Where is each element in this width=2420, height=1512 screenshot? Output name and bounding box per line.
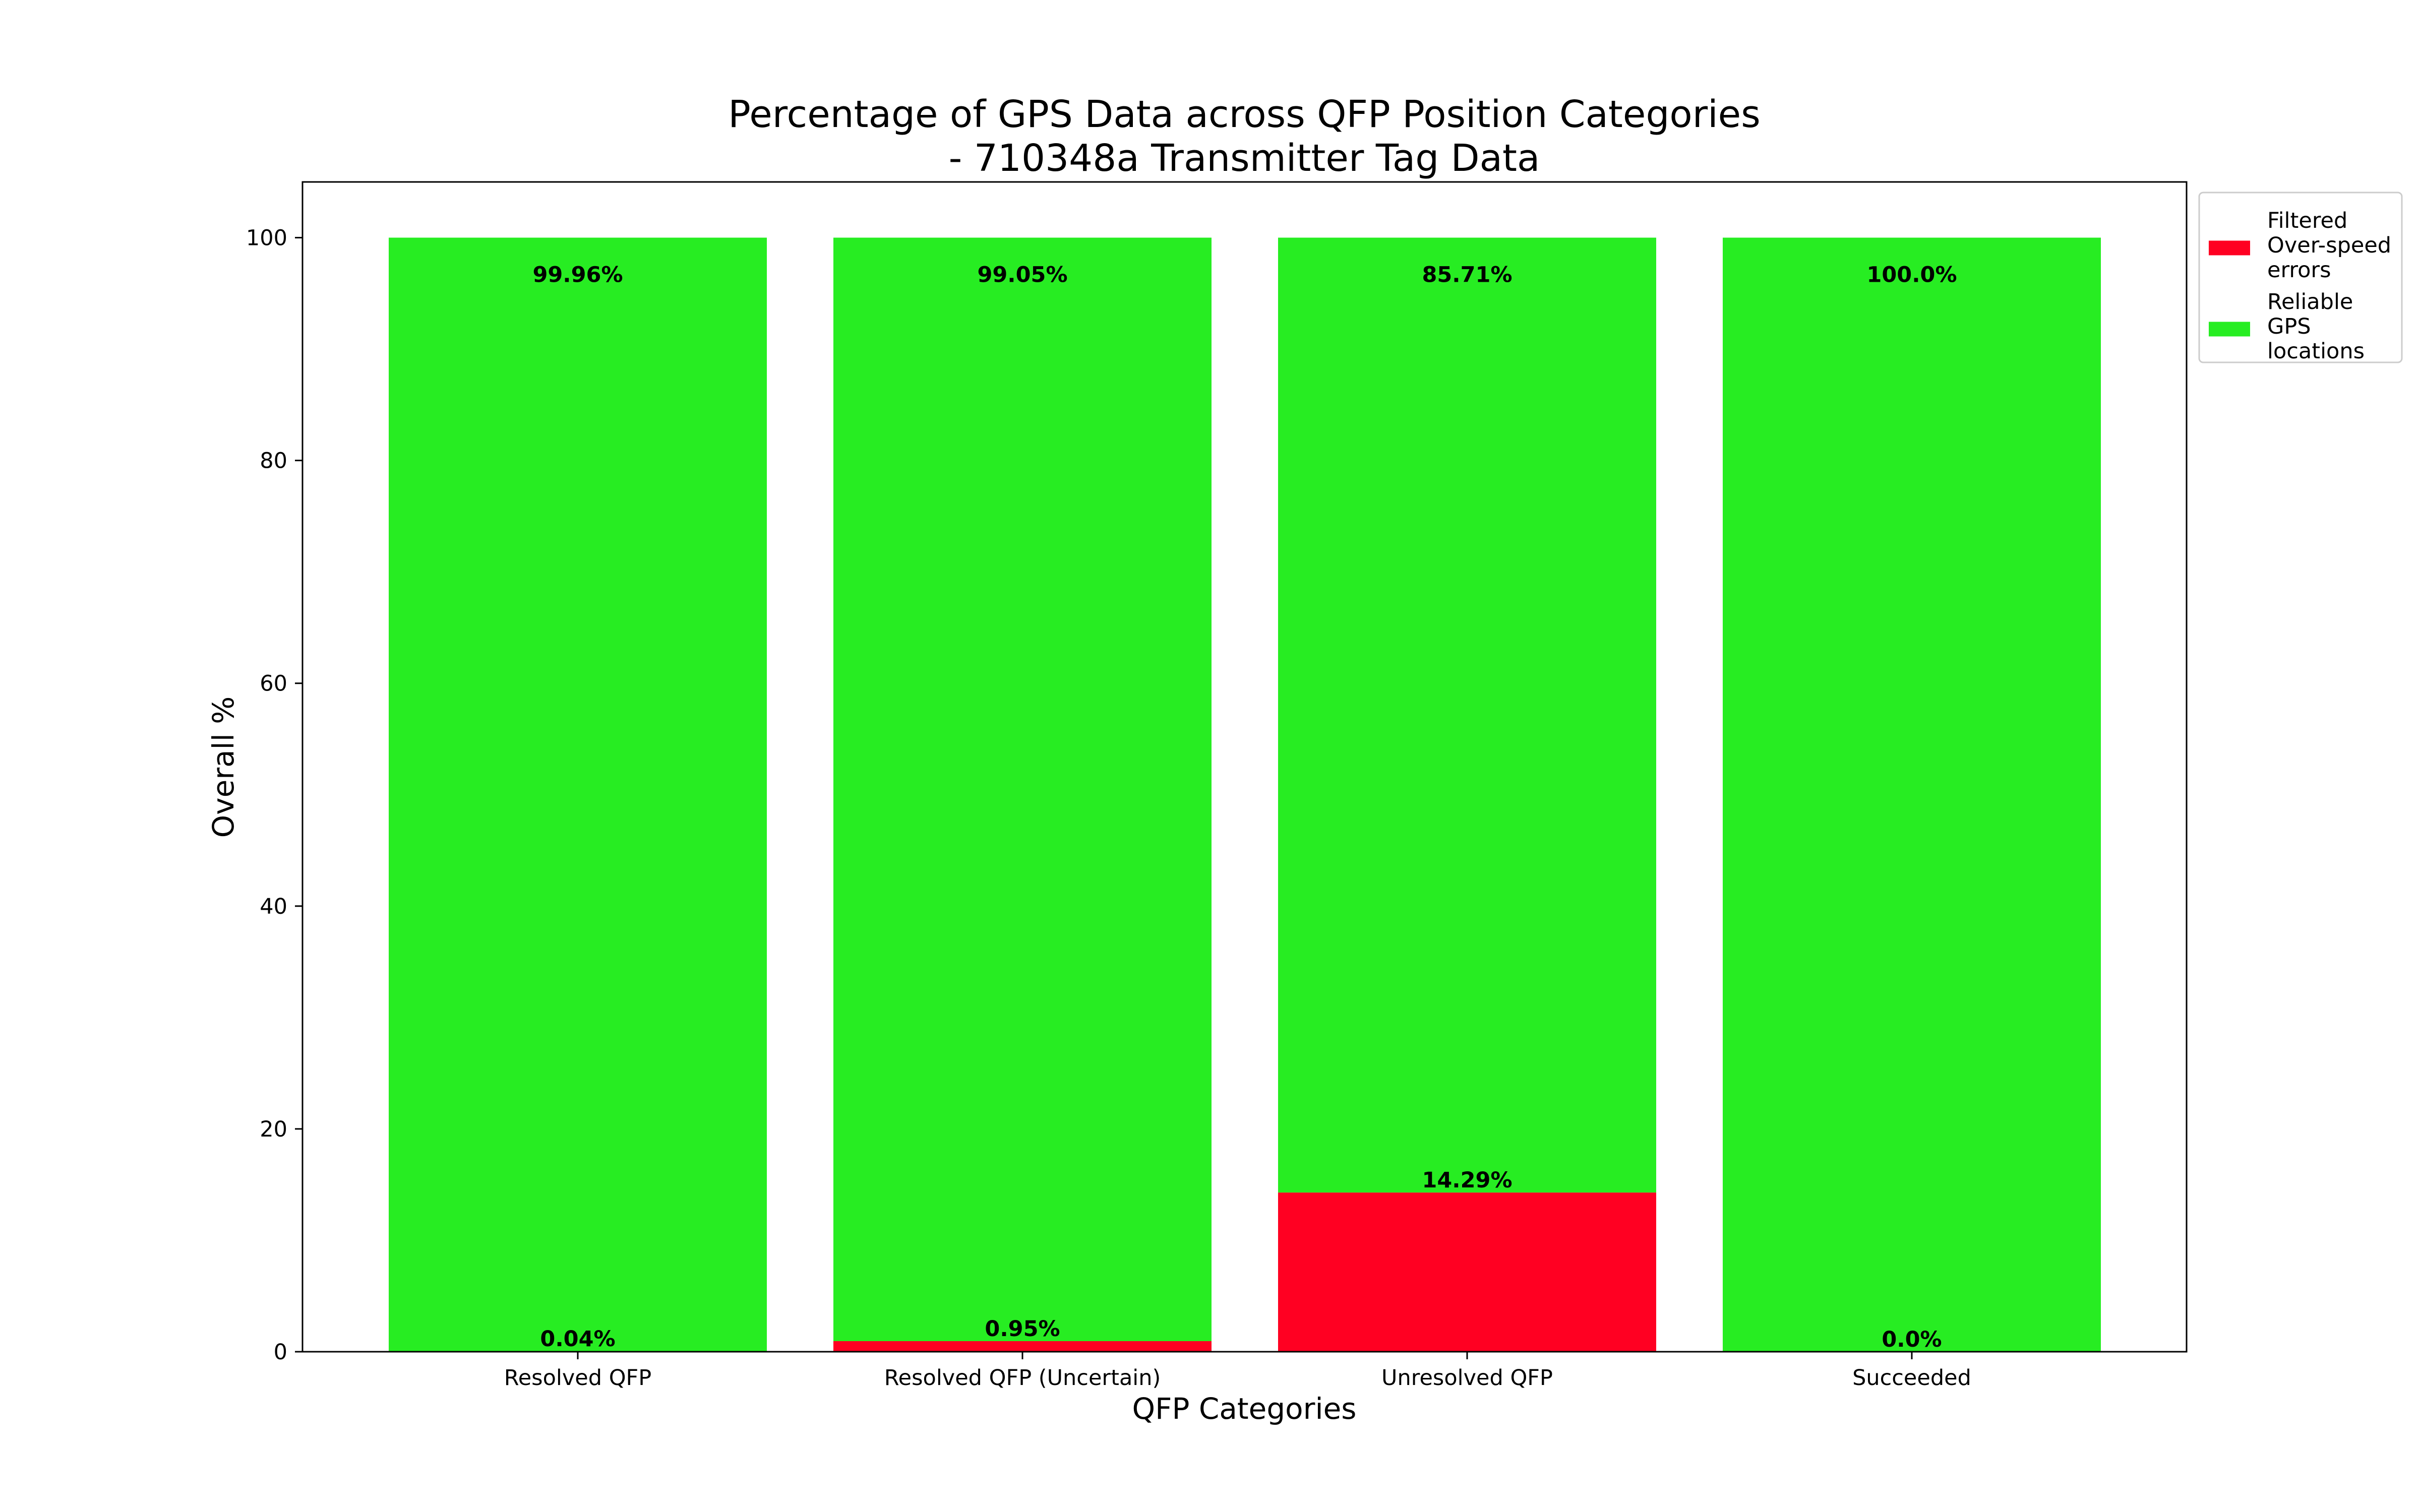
legend-label-reliable: Reliable	[2267, 289, 2353, 314]
chart-title: Percentage of GPS Data across QFP Positi…	[728, 93, 1761, 180]
x-tick-label: Succeeded	[1852, 1365, 1971, 1391]
data-label-over-speed: 0.0%	[1882, 1327, 1942, 1352]
y-tick-label: 80	[260, 449, 287, 474]
legend-label-over-speed: errors	[2267, 258, 2331, 283]
bar-segment-reliable	[1723, 237, 2101, 1352]
y-tick-label: 40	[260, 894, 287, 919]
data-label-reliable: 100.0%	[1866, 263, 1957, 288]
bar-segment-reliable	[1278, 237, 1656, 1193]
y-tick-label: 60	[260, 671, 287, 697]
y-axis-label: Overall %	[206, 697, 240, 838]
y-axis: 0 20 40 60 80 100	[246, 226, 302, 1365]
bar-segment-over-speed	[1278, 1192, 1656, 1352]
plot-frame	[301, 181, 2188, 1353]
bar-segment-reliable	[389, 237, 767, 1352]
legend-label-over-speed: Over-speed	[2267, 233, 2391, 258]
legend-box	[2198, 192, 2403, 363]
x-axis: Resolved QFP Resolved QFP (Uncertain) Unre…	[504, 1352, 1971, 1391]
bar-segment-over-speed	[833, 1341, 1212, 1352]
y-tick-label: 0	[274, 1340, 287, 1365]
y-tick-label: 100	[246, 226, 287, 251]
data-labels: 0.04% 99.96% 0.95% 99.05% 14.29% 85.71% 0.0% 10…	[532, 263, 1957, 1352]
data-label-over-speed: 0.95%	[985, 1316, 1060, 1342]
y-tick-label: 20	[260, 1117, 287, 1142]
chart-title-line: - 710348a Transmitter Tag Data	[949, 137, 1540, 180]
data-label-reliable: 85.71%	[1422, 263, 1512, 288]
legend-swatch-reliable	[2209, 322, 2250, 337]
bars-layer	[389, 237, 2101, 1352]
data-label-reliable: 99.96%	[532, 263, 623, 288]
chart-title-line: Percentage of GPS Data across QFP Positi…	[728, 93, 1761, 136]
legend-label-over-speed: Filtered	[2267, 208, 2347, 233]
legend-label-reliable: locations	[2267, 339, 2365, 364]
legend-swatch-over-speed	[2209, 240, 2250, 256]
bar-segment-reliable	[833, 237, 1212, 1342]
x-axis-label: QFP Categories	[1132, 1392, 1356, 1426]
legend-label-reliable: GPS	[2267, 314, 2311, 339]
data-label-over-speed: 0.04%	[540, 1327, 615, 1352]
x-tick-label: Resolved QFP (Uncertain)	[884, 1365, 1161, 1391]
x-tick-label: Unresolved QFP	[1381, 1365, 1553, 1391]
data-label-over-speed: 14.29%	[1422, 1168, 1512, 1193]
data-label-reliable: 99.05%	[977, 263, 1067, 288]
x-tick-label: Resolved QFP	[504, 1365, 651, 1391]
